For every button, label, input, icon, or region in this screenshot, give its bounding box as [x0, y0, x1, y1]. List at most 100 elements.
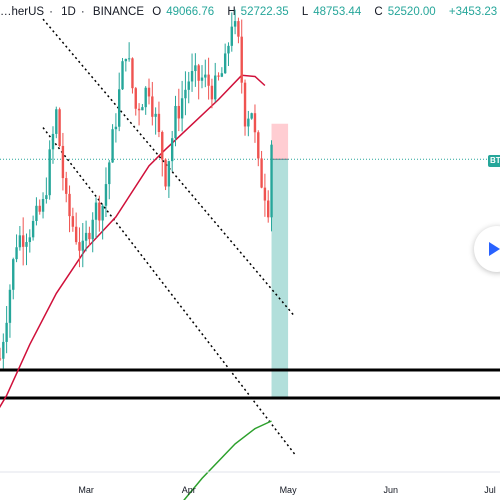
candle-body [200, 77, 204, 81]
candle-body [15, 247, 18, 260]
candle-body [167, 161, 171, 187]
candle-body [227, 45, 230, 54]
candle-body [184, 89, 187, 99]
candle-body [98, 202, 101, 221]
candle-body [214, 75, 217, 100]
candle-body [88, 232, 91, 240]
candle-body [118, 89, 121, 127]
candle-body [161, 132, 164, 160]
candle-body [250, 113, 253, 119]
candle-body [18, 235, 22, 248]
close-value: C 52520.00 [374, 6, 436, 18]
candle-body [0, 358, 2, 360]
candle-body [84, 232, 88, 241]
candle-body [78, 242, 81, 251]
candle-body [131, 58, 134, 89]
candle-body [151, 96, 154, 117]
interval-label[interactable]: 1D [61, 6, 76, 18]
candle-body [21, 235, 25, 247]
candle-body [190, 71, 194, 82]
candle-body [2, 341, 5, 359]
candle-body [35, 205, 38, 221]
candle-body [121, 61, 124, 90]
exchange-label: BINANCE [92, 6, 145, 18]
candle-body [243, 82, 247, 127]
candle-body [207, 74, 210, 86]
candle-body [257, 132, 260, 159]
symbol-label[interactable]: …herUS [0, 6, 45, 18]
candle-body [101, 205, 104, 221]
high-value: H 52722.35 [227, 6, 289, 18]
candle-body [111, 129, 114, 163]
candle-body [267, 200, 270, 218]
candle-body [144, 87, 147, 108]
x-tick-label: Jun [383, 485, 398, 495]
candle-body [147, 87, 151, 97]
change-value: +3453.23 (+7.04%) [448, 6, 500, 18]
candle-body [127, 58, 131, 60]
candle-body [270, 144, 273, 218]
candle-body [114, 126, 118, 130]
candle-body [253, 113, 257, 133]
candle-body [154, 113, 157, 117]
candle-body [177, 105, 181, 119]
take-profit-zone [271, 159, 289, 399]
candle-body [223, 53, 227, 74]
play-icon [489, 242, 500, 256]
candle-body [65, 178, 68, 194]
candle-body [55, 109, 58, 134]
candle-body [31, 220, 35, 238]
stop-loss-zone [271, 123, 289, 160]
candle-body [5, 322, 8, 342]
open-value: O 49066.76 [152, 6, 215, 18]
candle-body [68, 193, 71, 217]
candle-body [204, 74, 207, 78]
candle-body [94, 202, 98, 220]
candle-body [91, 219, 94, 240]
candle-body [8, 289, 12, 323]
candle-body [230, 26, 233, 46]
candle-body [51, 133, 55, 150]
candle-body [41, 199, 45, 212]
candle-body [237, 21, 240, 37]
moving-average-fast [0, 74, 266, 409]
moving-average-slow [183, 420, 272, 500]
chart-header: …herUS · 1D · BINANCE O 49066.76 H 52722.35 … [0, 6, 500, 22]
candle-body [58, 109, 61, 146]
candle-body [180, 98, 184, 119]
candle-body [174, 105, 177, 139]
candle-body [197, 65, 200, 81]
candle-body [137, 108, 141, 111]
x-tick-label: Mar [78, 485, 94, 495]
candle-body [141, 107, 144, 111]
x-tick-label: Apr [182, 485, 196, 495]
candle-body [170, 138, 174, 162]
candle-body [233, 21, 237, 27]
candle-body [28, 237, 32, 243]
candle-body [157, 113, 161, 133]
candle-body [71, 216, 75, 227]
candle-body [164, 159, 167, 187]
price-tag: BT [488, 155, 500, 167]
low-value: L 48753.44 [301, 6, 362, 18]
x-tick-label: May [280, 485, 298, 495]
candle-body [45, 195, 48, 200]
candle-body [240, 36, 243, 83]
candle-body [104, 184, 108, 206]
candle-body [194, 65, 197, 72]
candle-body [263, 187, 267, 201]
candle-body [38, 205, 41, 212]
candle-body [81, 240, 84, 251]
candle-body [220, 73, 224, 77]
candle-body [12, 259, 15, 290]
candle-body [134, 88, 137, 109]
candle-body [217, 75, 220, 77]
candle-body [108, 162, 111, 185]
candle-body [247, 118, 250, 127]
candle-body [25, 242, 28, 247]
x-tick-label: Jul [484, 485, 496, 495]
candle-body [61, 145, 65, 179]
candle-body [187, 81, 190, 90]
